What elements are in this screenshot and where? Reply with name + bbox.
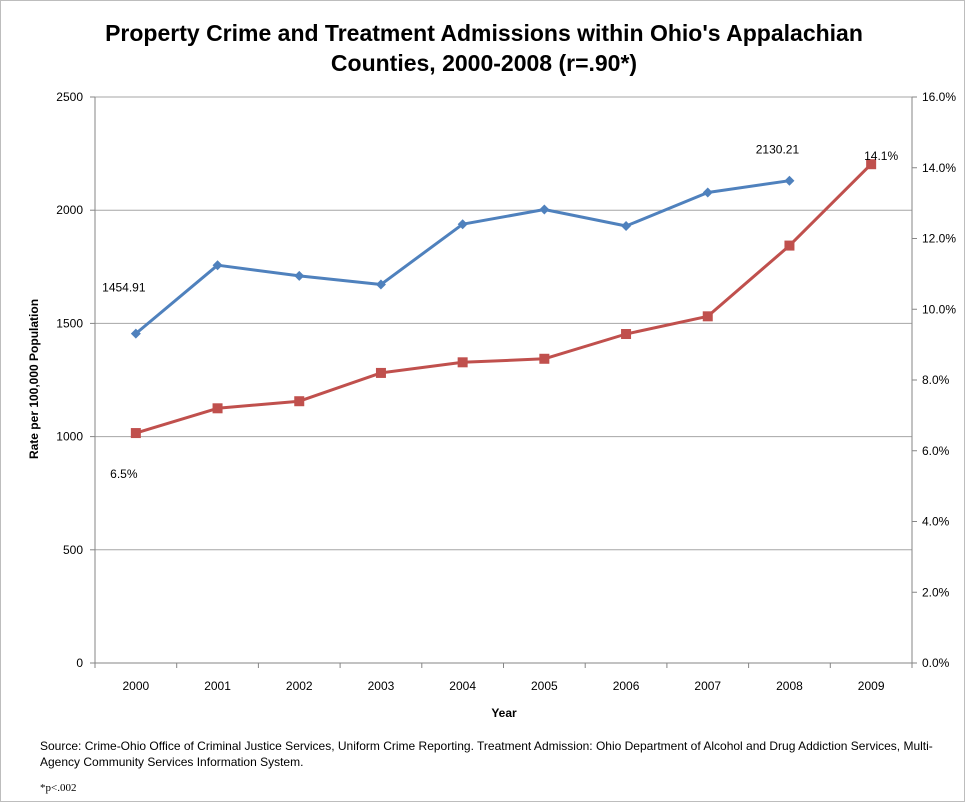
series-1-point — [375, 279, 386, 290]
data-label: 6.5% — [110, 467, 138, 481]
data-label: 2130.21 — [756, 143, 800, 157]
series-1-point — [621, 221, 632, 232]
left-tick-label: 1500 — [56, 316, 83, 330]
right-tick-label: 8.0% — [922, 373, 950, 387]
x-axis-ticks: 2000 2001 2002 2003 2004 2005 2006 2007 2008 2009 — [94, 663, 913, 693]
series-1-point — [294, 270, 305, 281]
right-tick-label: 10.0% — [922, 302, 956, 316]
x-axis-label: Year — [491, 706, 517, 720]
series-2-line — [135, 163, 873, 435]
right-tick-label: 12.0% — [922, 232, 956, 246]
x-tick-label: 2008 — [776, 679, 803, 693]
left-tick-label: 2000 — [56, 203, 83, 217]
left-tick-label: 500 — [63, 543, 83, 557]
data-label: 14.1% — [864, 149, 898, 163]
left-tick-label: 2500 — [56, 90, 83, 104]
series-2-point — [784, 240, 795, 251]
x-tick-label: 2003 — [368, 679, 395, 693]
right-tick-label: 14.0% — [922, 161, 956, 175]
x-tick-label: 2000 — [122, 679, 149, 693]
series-2-point — [294, 396, 305, 407]
chart-title: Property Crime and Treatment Admissions … — [105, 20, 863, 76]
right-tick-label: 2.0% — [922, 585, 950, 599]
series-2-point — [866, 159, 877, 170]
series-group — [130, 159, 877, 439]
right-tick-label: 16.0% — [922, 90, 956, 104]
series-2-point — [212, 403, 223, 414]
series-2-point — [130, 428, 141, 439]
series-2-point — [702, 311, 713, 322]
data-labels: 1454.91 2130.21 6.5% 14.1% — [102, 143, 898, 481]
series-2-point — [375, 367, 386, 378]
y-axis-label: Rate per 100,000 Population — [27, 299, 41, 459]
series-1-point — [457, 219, 468, 230]
right-tick-label: 4.0% — [922, 515, 950, 529]
series-1-line — [134, 179, 790, 335]
series-1-point — [784, 175, 795, 186]
x-tick-label: 2009 — [858, 679, 885, 693]
data-label: 1454.91 — [102, 281, 146, 295]
footnote: *p<.002 — [40, 782, 77, 794]
series-1-point — [702, 187, 713, 198]
left-tick-label: 0 — [76, 656, 83, 670]
x-tick-label: 2002 — [286, 679, 313, 693]
series-1-point — [130, 328, 141, 339]
x-tick-label: 2005 — [531, 679, 558, 693]
right-tick-label: 6.0% — [922, 444, 950, 458]
right-axis-ticks: 0.0% 2.0% 4.0% 6.0% 8.0% 10.0% 12.0% 14.0% 16.0% — [912, 90, 956, 670]
left-tick-label: 1000 — [56, 430, 83, 444]
left-axis-ticks: 0 500 1000 1500 2000 2500 — [56, 90, 95, 670]
series-2-point — [539, 353, 550, 364]
x-tick-label: 2001 — [204, 679, 231, 693]
x-tick-label: 2007 — [694, 679, 721, 693]
x-tick-label: 2004 — [449, 679, 476, 693]
series-1-point — [212, 260, 223, 271]
right-tick-label: 0.0% — [922, 656, 950, 670]
source-note: Source: Crime-Ohio Office of Criminal Ju… — [40, 739, 933, 769]
series-2-point — [621, 329, 632, 340]
series-1-point — [539, 204, 550, 215]
gridlines — [95, 96, 912, 551]
series-2-point — [457, 357, 468, 368]
x-tick-label: 2006 — [613, 679, 640, 693]
